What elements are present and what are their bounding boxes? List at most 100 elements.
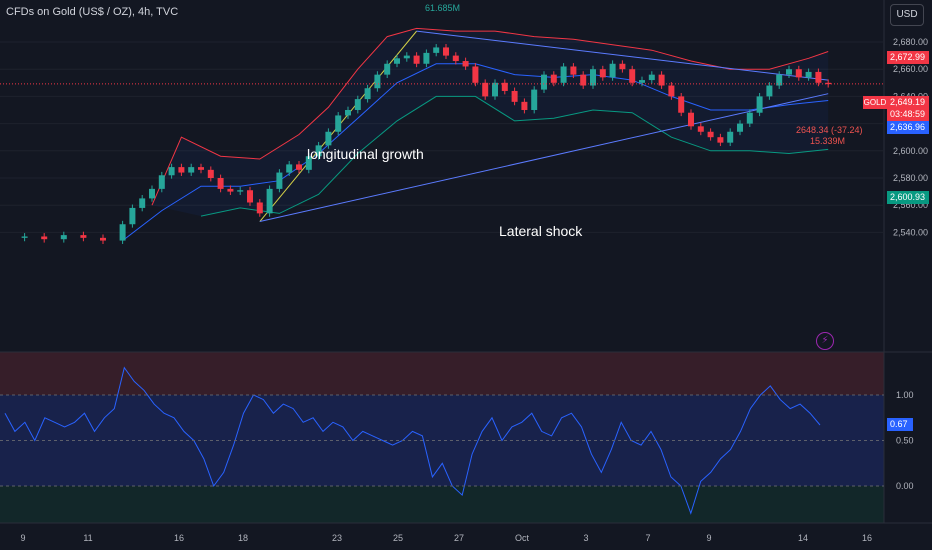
- price-tick: 2,680.00: [893, 37, 928, 47]
- candle-body: [384, 63, 391, 75]
- candle-body: [639, 80, 645, 83]
- time-tick: 27: [454, 533, 464, 543]
- candle-body: [443, 47, 449, 56]
- candle-body: [452, 55, 459, 62]
- candle-body: [433, 47, 440, 53]
- candle-body: [472, 66, 479, 83]
- candle-body: [100, 237, 106, 241]
- candle-body: [590, 69, 596, 86]
- candle-body: [247, 190, 253, 203]
- time-tick: 25: [393, 533, 403, 543]
- time-tick: 9: [20, 533, 25, 543]
- candle-body: [795, 69, 802, 78]
- price-tick: 2,660.00: [893, 64, 928, 74]
- candle-body: [315, 145, 322, 157]
- candle-body: [227, 188, 234, 192]
- candle-body: [364, 88, 371, 100]
- measure-price: 2648.34 (-37.24): [796, 125, 863, 135]
- candle-body: [256, 202, 263, 214]
- price-badge: 2,649.19: [887, 96, 929, 109]
- candle-body: [815, 71, 822, 83]
- oscillator-background: [0, 352, 884, 523]
- annotation-lateral[interactable]: Lateral shock: [499, 223, 583, 239]
- candle-body: [560, 66, 567, 83]
- candle-body: [198, 167, 204, 170]
- candle-body: [531, 89, 538, 110]
- time-tick: 11: [83, 533, 92, 543]
- candle-body: [325, 131, 332, 146]
- candle-body: [188, 167, 195, 173]
- bollinger-lower-band: [200, 95, 829, 217]
- candle-body: [570, 66, 577, 75]
- candle-body: [805, 71, 812, 78]
- candle-body: [423, 52, 430, 64]
- candle-body: [707, 131, 714, 138]
- candle-body: [403, 55, 410, 59]
- countdown-badge: 03:48:59: [887, 108, 929, 121]
- candle-body: [599, 69, 606, 78]
- candle-body: [178, 167, 185, 173]
- candle-body: [629, 69, 636, 83]
- time-tick: 16: [174, 533, 184, 543]
- oscillator-tick: 1.00: [896, 390, 914, 400]
- time-tick: 16: [862, 533, 872, 543]
- time-tick: 18: [238, 533, 248, 543]
- lightning-icon[interactable]: ⚡: [816, 332, 834, 350]
- candle-body: [80, 235, 87, 238]
- candle-body: [462, 61, 469, 67]
- candle-body: [678, 96, 685, 113]
- candle-body: [688, 112, 694, 127]
- candle-body: [541, 74, 547, 90]
- candle-body: [305, 156, 312, 170]
- candle-body: [276, 172, 283, 189]
- price-tick: 2,580.00: [893, 173, 928, 183]
- candle-body: [580, 74, 587, 86]
- candle-body: [207, 169, 214, 178]
- trendline: [259, 93, 829, 223]
- volume-label: 61.685M: [425, 3, 461, 13]
- price-tick: 2,540.00: [893, 227, 928, 237]
- price-tick: 2,560.00: [893, 200, 928, 210]
- oscillator-axis-labels[interactable]: 0.00 0.50 1.00: [896, 390, 914, 491]
- time-tick: 9: [706, 533, 711, 543]
- candle-body: [501, 82, 508, 91]
- candle-body: [658, 74, 665, 86]
- candle-body: [139, 198, 146, 208]
- candle-body: [168, 167, 175, 176]
- oscillator-tick: 0.50: [896, 436, 914, 446]
- indicator-badge: 0.67: [887, 418, 913, 431]
- price-tick: 2,600.00: [893, 146, 928, 156]
- candle-body: [619, 63, 626, 70]
- time-tick: 7: [645, 533, 650, 543]
- chart-title: CFDs on Gold (US$ / OZ), 4h, TVC: [6, 6, 179, 18]
- candle-body: [492, 82, 498, 97]
- candle-body: [158, 175, 165, 189]
- candle-body: [60, 235, 67, 240]
- candle-body: [766, 85, 773, 97]
- candlesticks: [21, 44, 832, 244]
- candle-body: [129, 207, 136, 225]
- candle-body: [648, 74, 655, 81]
- candle-body: [217, 178, 224, 189]
- upper-band-badge: 2,672.99: [887, 51, 929, 64]
- currency-button[interactable]: USD: [890, 4, 924, 26]
- candle-body: [354, 99, 361, 110]
- measure-volume: 15.339M: [810, 136, 846, 146]
- time-tick: 14: [798, 533, 808, 543]
- candle-body: [609, 63, 616, 78]
- candle-body: [119, 224, 126, 241]
- lower-band-badge: 2,600.93: [887, 191, 929, 204]
- candle-body: [776, 74, 783, 86]
- time-tick: Oct: [515, 533, 530, 543]
- time-axis-labels[interactable]: 9 11 16 18 23 25 27 Oct 3 7 9 14 16: [20, 533, 872, 543]
- candle-body: [482, 82, 489, 97]
- candle-body: [717, 137, 724, 143]
- time-tick: 23: [332, 533, 342, 543]
- annotation-longitudinal[interactable]: longitudinal growth: [307, 146, 424, 162]
- candle-body: [296, 164, 302, 170]
- oscillator-line: [4, 366, 821, 515]
- candle-body: [374, 74, 381, 89]
- candle-body: [511, 90, 518, 102]
- candle-body: [668, 85, 675, 97]
